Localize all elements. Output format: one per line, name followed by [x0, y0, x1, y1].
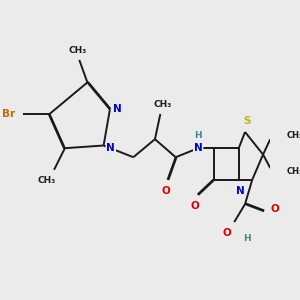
Text: CH₃: CH₃ — [153, 100, 171, 109]
Text: H: H — [243, 234, 251, 243]
Text: H: H — [194, 131, 202, 140]
Text: CH₃: CH₃ — [286, 131, 300, 140]
Text: O: O — [270, 205, 279, 214]
Text: N: N — [106, 143, 115, 153]
Text: N: N — [236, 185, 245, 196]
Text: O: O — [161, 185, 170, 196]
Text: O: O — [190, 201, 199, 211]
Text: N: N — [113, 104, 122, 115]
Text: S: S — [243, 116, 250, 126]
Text: CH₃: CH₃ — [38, 176, 56, 185]
Text: Br: Br — [2, 109, 15, 119]
Text: CH₃: CH₃ — [286, 167, 300, 176]
Text: CH₃: CH₃ — [68, 46, 87, 56]
Text: O: O — [223, 228, 231, 238]
Text: N: N — [194, 143, 203, 153]
